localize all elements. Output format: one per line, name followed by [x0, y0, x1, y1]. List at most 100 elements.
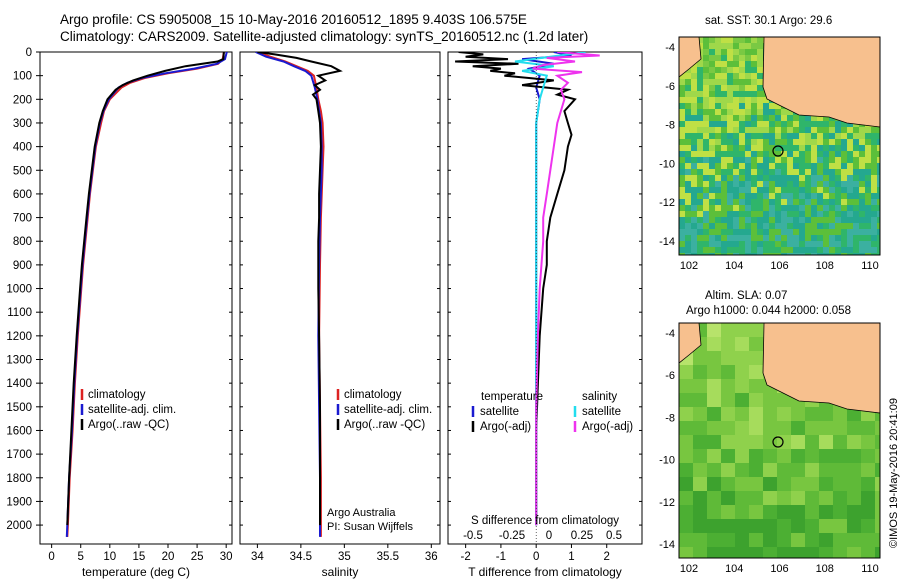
x-tick-label: 20	[162, 551, 175, 563]
map-cell	[745, 163, 751, 169]
map-cell	[781, 145, 787, 151]
map-cell	[709, 205, 715, 211]
map-cell	[799, 205, 805, 211]
map-cell	[679, 187, 685, 193]
map-cell	[691, 193, 697, 199]
map-cell	[763, 435, 777, 449]
map-cell	[751, 79, 757, 85]
map-cell	[727, 43, 733, 49]
map-cell	[679, 181, 685, 187]
map-cell	[817, 199, 823, 205]
map-cell	[745, 61, 751, 67]
map-cell	[709, 217, 715, 223]
map-cell	[751, 193, 757, 199]
map-cell	[697, 91, 703, 97]
map-cell	[709, 91, 715, 97]
map-cell	[847, 193, 853, 199]
map-cell	[847, 169, 853, 175]
map-cell	[715, 67, 721, 73]
map-cell	[679, 235, 685, 241]
map-cell	[775, 163, 781, 169]
map-cell	[697, 217, 703, 223]
map-cell	[805, 435, 819, 449]
map-cell	[751, 199, 757, 205]
map-cell	[727, 187, 733, 193]
map-cell	[811, 193, 817, 199]
map-cell	[781, 109, 787, 115]
map-cell	[763, 449, 777, 463]
map-cell	[757, 151, 763, 157]
map-cell	[829, 139, 835, 145]
map-cell	[865, 211, 871, 217]
map-cell	[703, 97, 709, 103]
map-cell	[769, 199, 775, 205]
map-cell	[679, 241, 685, 247]
map-cell	[679, 491, 693, 505]
map-cell	[679, 365, 693, 379]
map-cell	[793, 211, 799, 217]
map-cell	[727, 253, 733, 255]
map-cell	[685, 187, 691, 193]
depth-tick-label: 1100	[7, 307, 32, 319]
map-cell	[793, 157, 799, 163]
map-cell	[727, 103, 733, 109]
map-cell	[819, 491, 833, 505]
map-frame	[678, 322, 881, 559]
map-cell	[865, 151, 871, 157]
map-cell	[787, 121, 793, 127]
map-cell	[865, 145, 871, 151]
map-cell	[751, 223, 757, 229]
map-cell	[793, 115, 799, 121]
map-cell	[697, 211, 703, 217]
map-cell	[703, 253, 709, 255]
map-cell	[841, 163, 847, 169]
map-cell	[791, 547, 805, 558]
map-cell	[763, 187, 769, 193]
map-cell	[817, 247, 823, 253]
map-cell	[749, 393, 763, 407]
map-cell	[679, 407, 693, 421]
map-cell	[727, 151, 733, 157]
map-x-tick-label: 102	[680, 563, 698, 575]
map-cell	[703, 169, 709, 175]
map-cell	[817, 145, 823, 151]
map-cell	[805, 145, 811, 151]
map-cell	[799, 211, 805, 217]
map-cell	[715, 253, 721, 255]
map-cell	[745, 223, 751, 229]
map-cell	[679, 91, 685, 97]
map-cell	[877, 169, 880, 175]
map-cell	[763, 241, 769, 247]
map-cell	[787, 235, 793, 241]
map-cell	[757, 145, 763, 151]
map-cell	[703, 103, 709, 109]
map-cell	[745, 217, 751, 223]
map-cell	[727, 49, 733, 55]
map-cell	[841, 139, 847, 145]
map-cell	[817, 217, 823, 223]
map-cell	[709, 235, 715, 241]
map-cell	[685, 241, 691, 247]
map-cell	[757, 67, 763, 73]
map-cell	[791, 477, 805, 491]
map-cell	[709, 199, 715, 205]
map-cell	[853, 151, 859, 157]
map-cell	[715, 79, 721, 85]
map-cell	[697, 121, 703, 127]
map-cell	[733, 175, 739, 181]
map-cell	[841, 157, 847, 163]
map-cell	[679, 229, 685, 235]
map-cell	[751, 217, 757, 223]
map-cell	[875, 463, 880, 477]
map-cell	[745, 133, 751, 139]
map-cell	[685, 205, 691, 211]
map-cell	[727, 241, 733, 247]
map-cell	[751, 157, 757, 163]
map-cell	[749, 379, 763, 393]
header-line-2: Climatology: CARS2009. Satellite-adjuste…	[60, 29, 589, 44]
map-cell	[707, 477, 721, 491]
map-cell	[871, 139, 877, 145]
map-cell	[739, 181, 745, 187]
map-cell	[751, 85, 757, 91]
map-cell	[847, 519, 861, 533]
